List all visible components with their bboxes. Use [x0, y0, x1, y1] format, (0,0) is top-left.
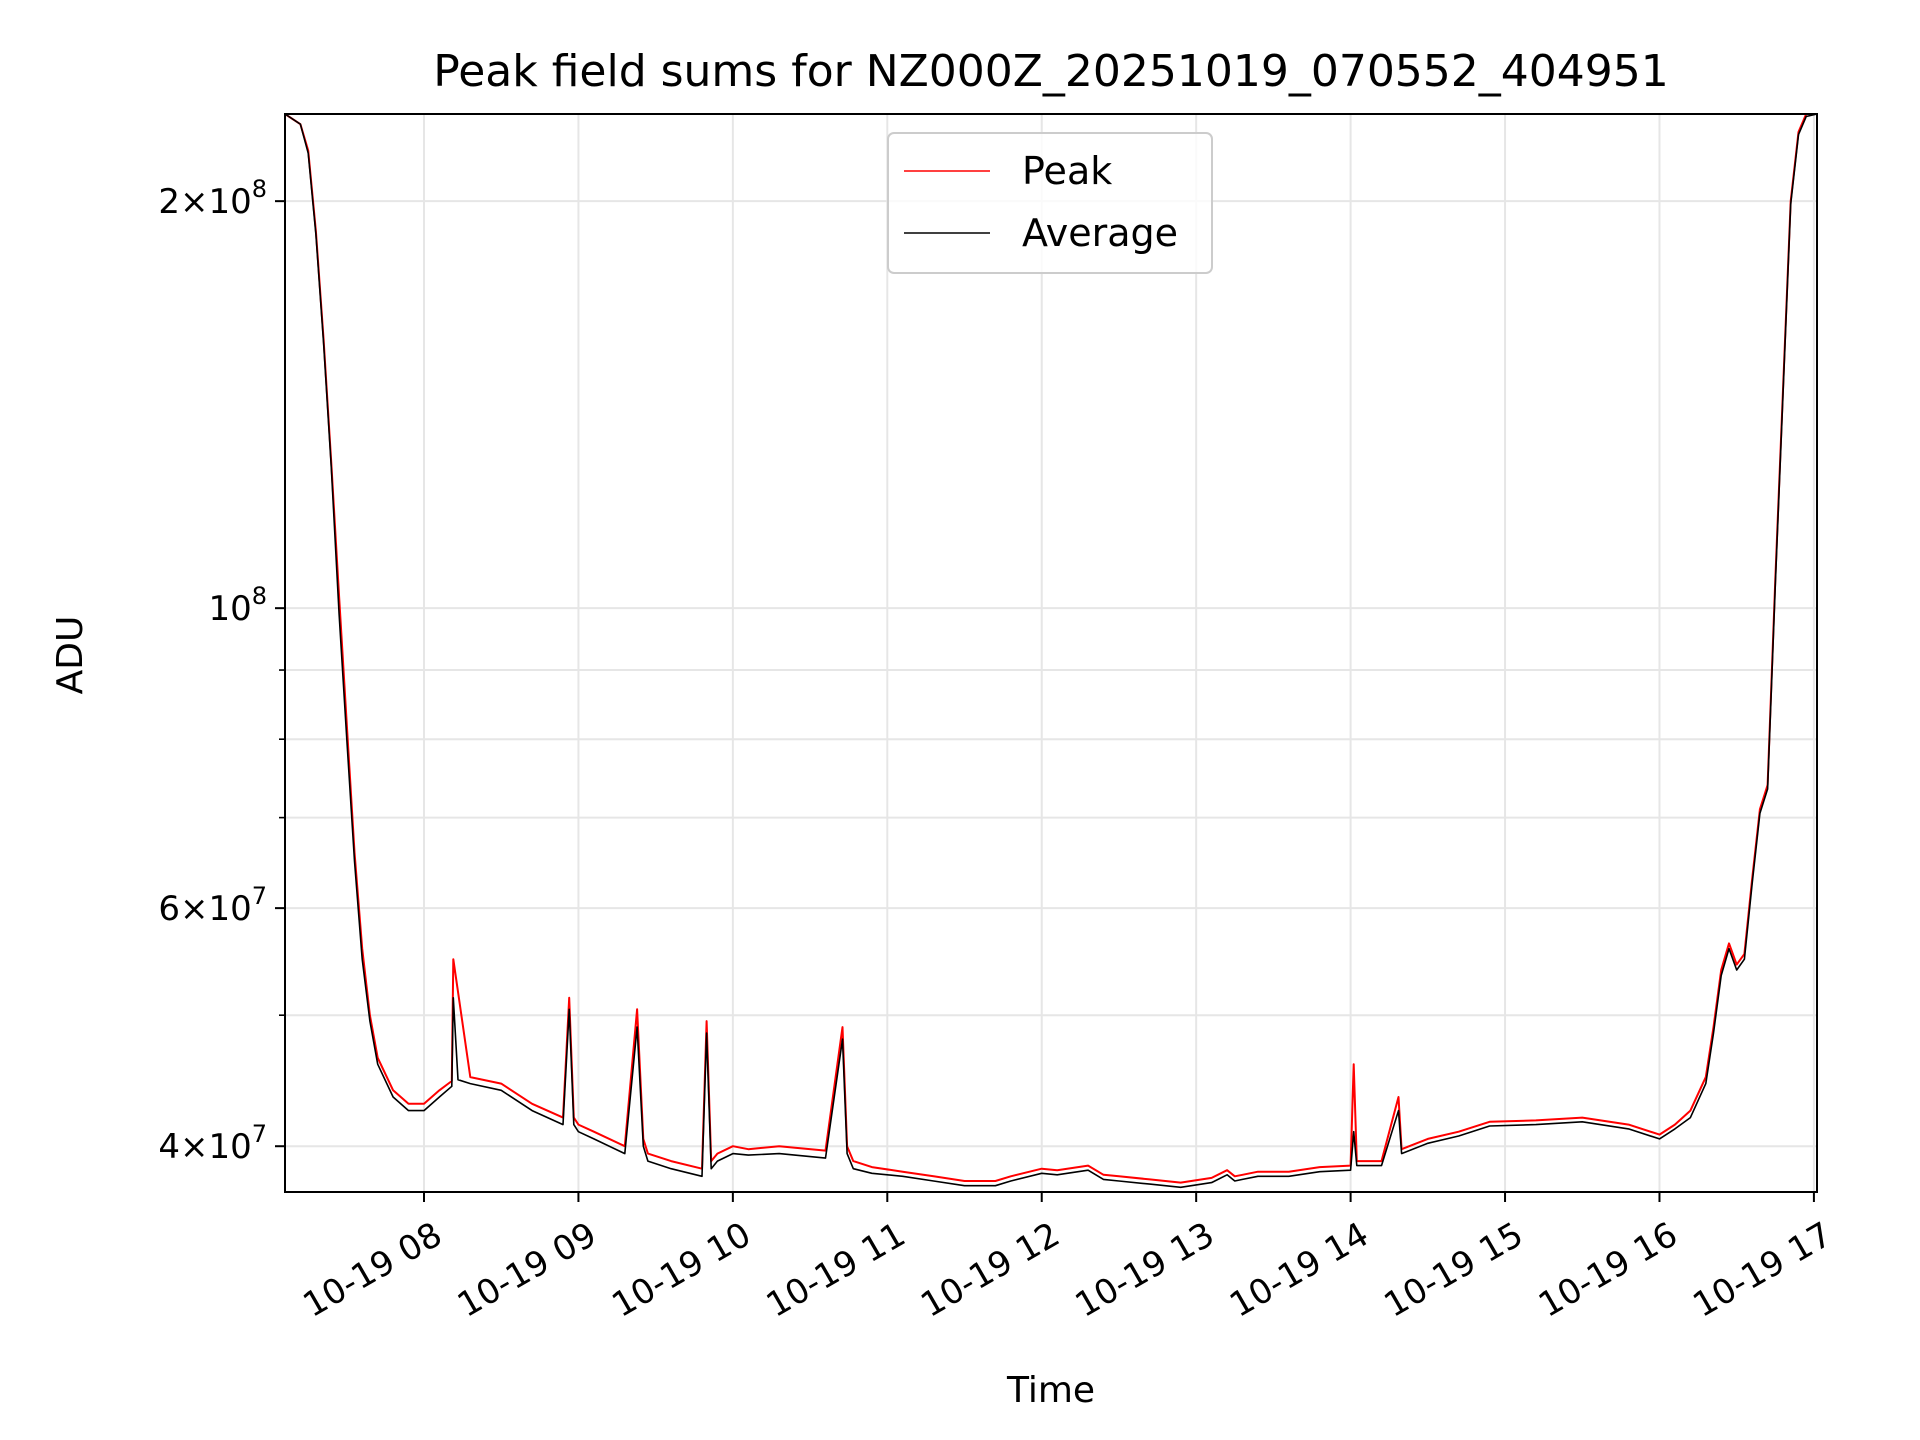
y-tick-label: 108 — [208, 582, 267, 629]
y-axis-label: ADU — [50, 616, 91, 695]
x-axis-label: Time — [1006, 1370, 1095, 1411]
y-axis: 4×107 6×107 108 2×108 — [158, 175, 285, 1167]
grid — [285, 114, 1817, 1192]
chart-title: Peak field sums for NZ000Z_20251019_0705… — [433, 46, 1669, 97]
plot-frame — [284, 113, 1818, 1193]
legend-box — [887, 132, 1213, 274]
y-tick-label: 4×107 — [158, 1120, 267, 1167]
y-tick-label: 2×108 — [158, 175, 267, 222]
legend-label-peak: Peak — [1022, 149, 1112, 193]
series-group — [284, 113, 1818, 1189]
legend: Peak Average — [887, 132, 1213, 274]
legend-label-average: Average — [1022, 211, 1178, 255]
series-line-peak — [284, 113, 1817, 1184]
series-line-average — [284, 113, 1818, 1189]
y-tick-label: 6×107 — [158, 882, 267, 929]
